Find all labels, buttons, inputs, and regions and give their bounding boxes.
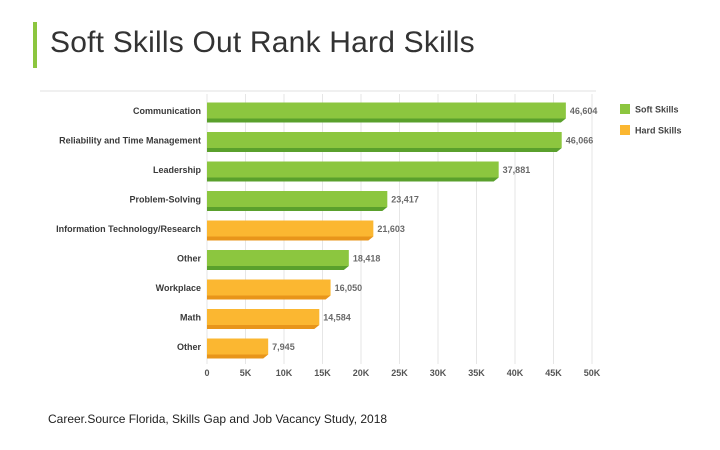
x-tick-label: 30K (430, 368, 447, 378)
x-tick-label: 10K (276, 368, 293, 378)
x-tick-label: 40K (507, 368, 524, 378)
legend-swatch (620, 104, 630, 114)
bar (207, 161, 499, 178)
bar-shadow (207, 325, 320, 329)
slide-title: Soft Skills Out Rank Hard Skills (50, 26, 475, 59)
bar-shadow (207, 354, 269, 359)
x-tick-label: 0 (204, 368, 209, 378)
bar (207, 279, 331, 296)
bar (207, 250, 349, 266)
bar-shadow (207, 148, 562, 152)
legend-label: Hard Skills (635, 126, 682, 136)
category-label: Math (180, 313, 201, 323)
value-label: 46,604 (570, 106, 598, 116)
category-label: Leadership (153, 165, 202, 175)
x-tick-label: 15K (314, 368, 331, 378)
bar-shadow (207, 207, 388, 211)
x-tick-label: 20K (353, 368, 370, 378)
legend-label: Soft Skills (635, 105, 679, 115)
bar (207, 338, 269, 355)
category-label: Other (177, 342, 202, 352)
value-label: 37,881 (503, 165, 531, 175)
value-label: 21,603 (377, 224, 405, 234)
legend-swatch (620, 125, 630, 135)
bar-shadow (207, 177, 499, 182)
value-label: 7,945 (272, 342, 295, 352)
bar-shadow (207, 118, 566, 123)
x-tick-label: 35K (468, 368, 485, 378)
value-label: 18,418 (353, 254, 381, 264)
bar-shadow (207, 266, 349, 270)
category-label: Other (177, 254, 202, 264)
x-tick-label: 50K (584, 368, 601, 378)
bar (207, 220, 374, 237)
category-label: Reliability and Time Management (59, 136, 201, 146)
source-citation: Career.Source Florida, Skills Gap and Jo… (48, 412, 388, 426)
category-label: Communication (133, 106, 201, 116)
category-label: Workplace (156, 283, 201, 293)
x-tick-label: 5K (240, 368, 252, 378)
bar (207, 309, 320, 325)
bar (207, 191, 388, 207)
value-label: 16,050 (335, 283, 363, 293)
category-label: Problem-Solving (129, 195, 201, 205)
x-tick-label: 25K (391, 368, 408, 378)
category-label: Information Technology/Research (56, 224, 201, 234)
value-label: 46,066 (566, 136, 594, 146)
bar (207, 132, 562, 148)
chart-canvas: 0 5K 10K 15K 20K 25K 30K 35K 40K 45K 50K Communicat… (40, 90, 682, 378)
value-label: 14,584 (323, 313, 351, 323)
value-label: 23,417 (391, 195, 419, 205)
title-accent-bar (33, 22, 37, 68)
bar-shadow (207, 236, 374, 241)
bar-chart: 0 5K 10K 15K 20K 25K 30K 35K 40K 45K 50K Communicat… (40, 90, 682, 378)
x-tick-label: 45K (545, 368, 562, 378)
bar-shadow (207, 295, 331, 300)
bar (207, 102, 566, 119)
